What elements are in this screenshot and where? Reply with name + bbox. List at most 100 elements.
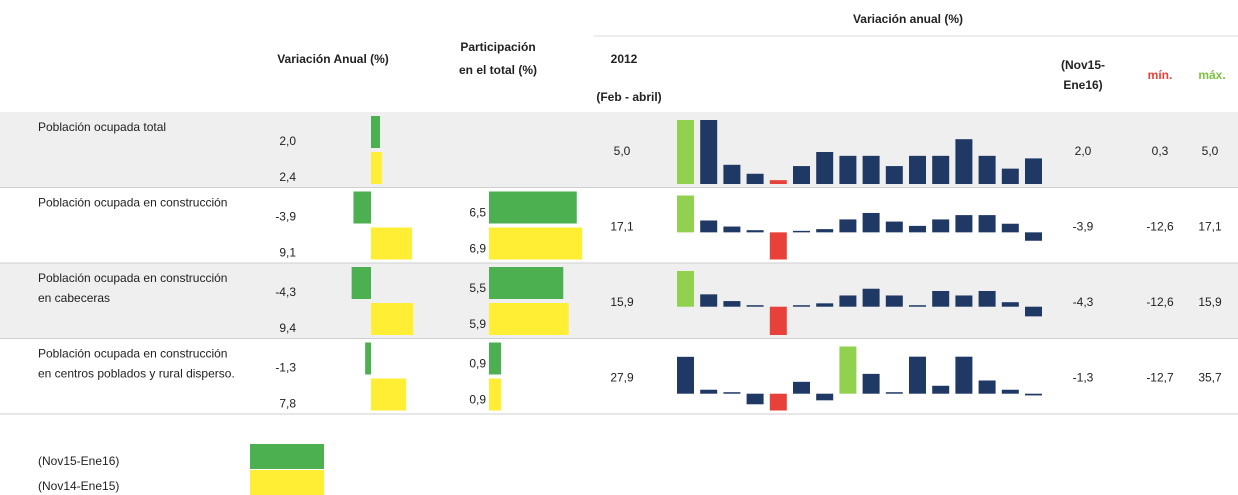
row-label: Población ocupada en construcción (38, 196, 227, 210)
spark-bar (885, 295, 903, 307)
max-value: 17,1 (1198, 220, 1222, 234)
spark-bar (862, 212, 880, 233)
year-value: 17,1 (610, 220, 634, 234)
spark-bar (793, 230, 810, 233)
var-value: 2,4 (279, 170, 296, 184)
var-bar (351, 267, 371, 299)
spark-bar (700, 220, 718, 233)
min-value: -12,6 (1146, 220, 1174, 234)
part-value: 6,5 (469, 206, 486, 220)
row-label: Población ocupada en construcción (38, 271, 227, 285)
var-bar (371, 152, 382, 184)
spark-bar (723, 226, 741, 233)
row-band (0, 263, 1238, 339)
spark-bar (1025, 306, 1042, 317)
spark-bar (839, 295, 857, 307)
part-bar (489, 191, 577, 224)
spark-bar (723, 164, 741, 184)
spark-bar (816, 152, 834, 184)
legend-swatch (250, 470, 324, 495)
spark-bar (746, 393, 764, 405)
part-value: 6,9 (469, 242, 486, 256)
header-spark: Variación anual (%) (853, 12, 963, 26)
spark-bar (769, 306, 787, 335)
spark-bar (677, 195, 694, 233)
header-current: Ene16) (1063, 78, 1102, 92)
spark-bar (932, 290, 950, 307)
spark-bar (816, 303, 834, 307)
spark-bar (769, 393, 787, 411)
var-bar (371, 227, 412, 260)
spark-bar (677, 271, 694, 307)
spark-bar (955, 356, 973, 394)
spark-bar (746, 230, 764, 233)
legend-label: (Nov14-Ene15) (38, 479, 119, 493)
spark-bar (978, 290, 996, 307)
var-bar (371, 303, 414, 335)
spark-bar (1001, 168, 1019, 184)
min-value: -12,6 (1146, 295, 1174, 309)
spark-bar (1001, 389, 1019, 394)
spark-bar (839, 155, 857, 184)
spark-bar (793, 166, 810, 184)
min-value: -12,7 (1146, 371, 1174, 385)
spark-bar (862, 373, 880, 394)
part-bar (489, 303, 569, 335)
spark-bar (955, 295, 973, 307)
spark-bar (700, 294, 718, 307)
min-value: 0,3 (1152, 144, 1169, 158)
spark-bar (723, 301, 741, 307)
spark-bar (955, 215, 973, 233)
spark-bar (885, 221, 903, 233)
current-value: -4,3 (1073, 295, 1094, 309)
spark-bar (955, 139, 973, 184)
spark-bar (932, 155, 950, 184)
var-bar (353, 191, 371, 224)
current-value: -1,3 (1073, 371, 1094, 385)
row-label: Población ocupada en construcción (38, 347, 227, 361)
part-bar (489, 342, 502, 375)
spark-bar (746, 173, 764, 184)
spark-bar (769, 180, 787, 184)
spark-bar (700, 120, 718, 184)
spark-bar (816, 393, 834, 401)
max-value: 5,0 (1202, 144, 1219, 158)
max-value: 15,9 (1198, 295, 1222, 309)
spark-bar (1001, 223, 1019, 233)
header-min: mín. (1148, 68, 1173, 82)
var-bar (371, 378, 407, 411)
spark-bar (1001, 302, 1019, 307)
header-participacion: Participación (460, 40, 535, 54)
spark-bar (1025, 232, 1042, 241)
var-value: -1,3 (275, 361, 296, 375)
header-year: 2012 (611, 52, 638, 66)
year-value: 5,0 (614, 144, 631, 158)
var-value: 9,4 (279, 321, 296, 335)
spark-bar (862, 288, 880, 307)
spark-bar (978, 155, 996, 184)
spark-bar (677, 356, 694, 394)
header-var-anual: Variación Anual (%) (277, 52, 389, 66)
spark-bar (816, 229, 834, 233)
spark-bar (909, 155, 926, 184)
var-value: 2,0 (279, 134, 296, 148)
part-value: 0,9 (469, 357, 486, 371)
spark-bar (1025, 393, 1042, 396)
spark-bar (677, 120, 694, 184)
current-value: 2,0 (1075, 144, 1092, 158)
spark-bar (839, 219, 857, 233)
part-bar (489, 267, 564, 299)
spark-bar (793, 305, 810, 307)
part-bar (489, 378, 502, 411)
var-value: -4,3 (275, 285, 296, 299)
row-label: Población ocupada total (38, 120, 166, 134)
spark-bar (723, 392, 741, 394)
part-value: 5,9 (469, 317, 486, 331)
header-current: (Nov15- (1061, 58, 1105, 72)
var-bar (371, 116, 380, 148)
spark-bar (885, 392, 903, 394)
max-value: 35,7 (1198, 371, 1222, 385)
spark-bar (909, 305, 926, 307)
spark-bar (746, 305, 764, 307)
var-value: 7,8 (279, 397, 296, 411)
